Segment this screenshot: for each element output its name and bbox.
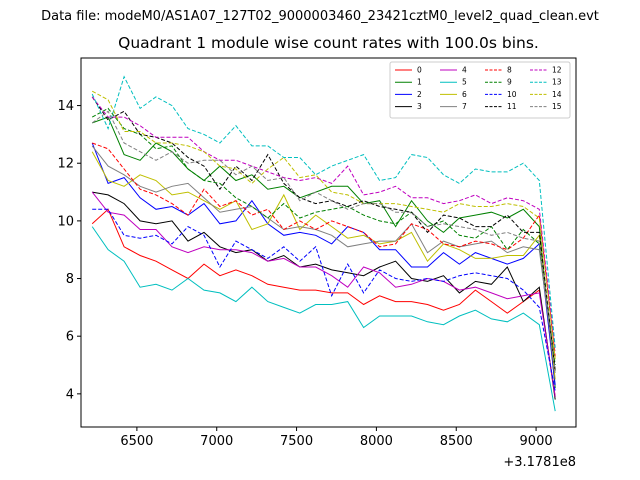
legend-label-12: 12 bbox=[552, 66, 562, 75]
legend-label-10: 10 bbox=[507, 90, 517, 99]
y-tick-label: 6 bbox=[66, 330, 74, 345]
data-file-suptitle: Data file: modeM0/AS1A07_127T02_90000034… bbox=[41, 9, 599, 24]
x-tick-label: 7000 bbox=[200, 434, 233, 449]
x-tick-label: 8000 bbox=[360, 434, 393, 449]
legend-label-5: 5 bbox=[462, 78, 467, 87]
legend-label-8: 8 bbox=[507, 66, 512, 75]
series-line-10 bbox=[92, 208, 556, 392]
y-tick-label: 12 bbox=[57, 157, 74, 172]
legend-label-1: 1 bbox=[417, 78, 422, 87]
legend-box bbox=[389, 61, 571, 119]
y-tick-label: 10 bbox=[57, 214, 74, 229]
legend-label-7: 7 bbox=[462, 102, 467, 111]
plot-frame bbox=[80, 57, 577, 428]
legend-label-9: 9 bbox=[507, 78, 512, 87]
x-tick-label: 6500 bbox=[120, 434, 153, 449]
series-line-3 bbox=[92, 191, 556, 400]
series-line-5 bbox=[91, 226, 556, 412]
legend-label-13: 13 bbox=[552, 78, 562, 87]
x-tick-label: 8500 bbox=[440, 434, 473, 449]
y-tick-label: 8 bbox=[66, 272, 74, 287]
series-layer bbox=[91, 75, 556, 412]
series-line-14 bbox=[91, 90, 556, 360]
tick-layer: 6500 7000 7500 8000 8500 9000 4 6 8 10 12 14 bbox=[57, 99, 552, 449]
legend-label-2: 2 bbox=[417, 90, 422, 99]
x-tick-label: 9000 bbox=[520, 434, 553, 449]
series-line-9 bbox=[91, 107, 556, 366]
series-line-13 bbox=[91, 75, 556, 348]
x-axis-offset-label: +3.1781e8 bbox=[503, 455, 576, 470]
series-line-15 bbox=[91, 110, 556, 374]
legend-label-6: 6 bbox=[462, 90, 467, 99]
series-line-12 bbox=[91, 96, 556, 351]
series-line-11 bbox=[91, 96, 556, 371]
legend-label-11: 11 bbox=[507, 102, 517, 111]
legend-label-14: 14 bbox=[552, 90, 562, 99]
y-tick-label: 4 bbox=[66, 387, 74, 402]
series-line-7 bbox=[91, 145, 556, 371]
series-line-6 bbox=[91, 151, 556, 380]
series-line-8 bbox=[92, 142, 556, 357]
y-tick-label: 14 bbox=[57, 99, 74, 114]
series-line-0 bbox=[91, 208, 556, 397]
legend-label-3: 3 bbox=[417, 102, 422, 111]
legend-label-4: 4 bbox=[462, 66, 467, 75]
series-line-1 bbox=[92, 116, 556, 389]
x-tick-label: 7500 bbox=[280, 434, 313, 449]
legend-label-15: 15 bbox=[552, 102, 562, 111]
legend-label-0: 0 bbox=[417, 66, 422, 75]
chart-title: Quadrant 1 module wise count rates with … bbox=[118, 34, 539, 52]
series-line-2 bbox=[91, 142, 556, 386]
series-line-4 bbox=[91, 191, 556, 397]
